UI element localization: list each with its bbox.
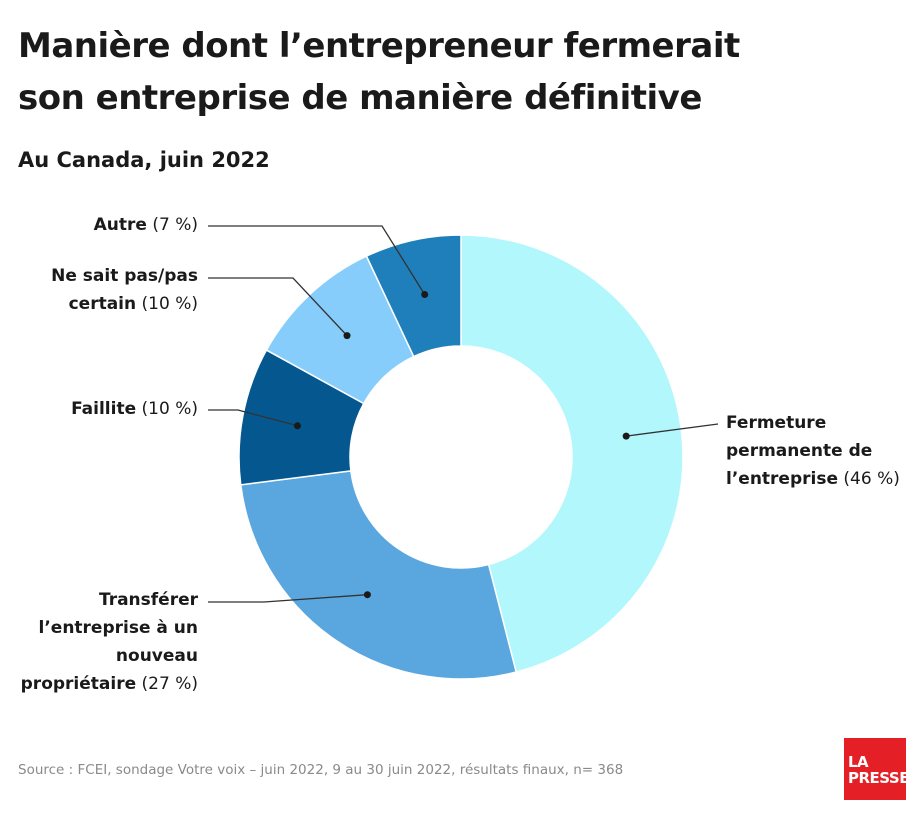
leader-faillite bbox=[208, 409, 298, 427]
label-transferer-line-2: l’entreprise à un bbox=[38, 618, 199, 638]
source-note: Source : FCEI, sondage Votre voix – juin… bbox=[18, 762, 624, 778]
label-fermeture-line-2: permanente de bbox=[726, 441, 873, 461]
label-ne-sait-pas-line-2: certain bbox=[68, 294, 137, 314]
label-fermeture-line-3: l’entreprise bbox=[726, 469, 838, 489]
label-transferer-line-1: Transférer bbox=[98, 590, 198, 610]
donut-slice-4 bbox=[365, 234, 462, 358]
chart-title-line-2: son entreprise de manière définitive bbox=[18, 78, 702, 118]
leader-transferer bbox=[208, 594, 368, 603]
leader-lines bbox=[208, 225, 719, 603]
label-transferer-line-4: propriétaire bbox=[20, 674, 137, 694]
label-transferer-line-3: nouveau bbox=[115, 646, 198, 666]
label-faillite-name: Faillite bbox=[71, 399, 137, 419]
leader-fermeture bbox=[626, 423, 719, 437]
donut-slice-1 bbox=[239, 470, 518, 680]
leader-ne-sait-pas-dot bbox=[343, 332, 351, 340]
label-autre-pct: (7 %) bbox=[152, 215, 198, 235]
logo-line-1: LA bbox=[848, 753, 869, 771]
leader-transferer-dot bbox=[363, 591, 371, 599]
label-autre: Autre (7 %) bbox=[94, 211, 198, 239]
label-autre-name: Autre bbox=[93, 215, 147, 235]
chart-title-line-1: Manière dont l’entrepreneur fermerait bbox=[18, 26, 740, 66]
leader-fermeture-dot bbox=[622, 432, 630, 440]
label-faillite-pct: (10 %) bbox=[141, 399, 198, 419]
label-transferer-pct: (27 %) bbox=[141, 674, 198, 694]
label-fermeture-pct: (46 %) bbox=[843, 469, 900, 489]
leader-autre bbox=[208, 225, 426, 295]
chart-subtitle: Au Canada, juin 2022 bbox=[18, 148, 270, 172]
label-faillite: Faillite (10 %) bbox=[71, 395, 198, 423]
label-transferer: Transférer l’entreprise à un nouveau pro… bbox=[21, 586, 198, 698]
leader-autre-dot bbox=[421, 291, 429, 299]
logo-line-2: PRESSE bbox=[848, 769, 909, 787]
label-fermeture-line-1: Fermeture bbox=[726, 413, 827, 433]
chart-title: Manière dont l’entrepreneur fermerait so… bbox=[18, 20, 898, 124]
la-presse-logo: LA PRESSE bbox=[844, 738, 909, 800]
leader-ne-sait-pas bbox=[208, 277, 348, 337]
leader-faillite-dot bbox=[293, 422, 301, 430]
donut-slice-0 bbox=[460, 234, 684, 673]
donut-slices bbox=[238, 234, 684, 680]
label-fermeture: Fermeture permanente de l’entreprise (46… bbox=[726, 409, 900, 493]
label-ne-sait-pas: Ne sait pas/pas certain (10 %) bbox=[51, 262, 198, 318]
label-ne-sait-pas-pct: (10 %) bbox=[141, 294, 198, 314]
label-ne-sait-pas-line-1: Ne sait pas/pas bbox=[51, 266, 198, 286]
